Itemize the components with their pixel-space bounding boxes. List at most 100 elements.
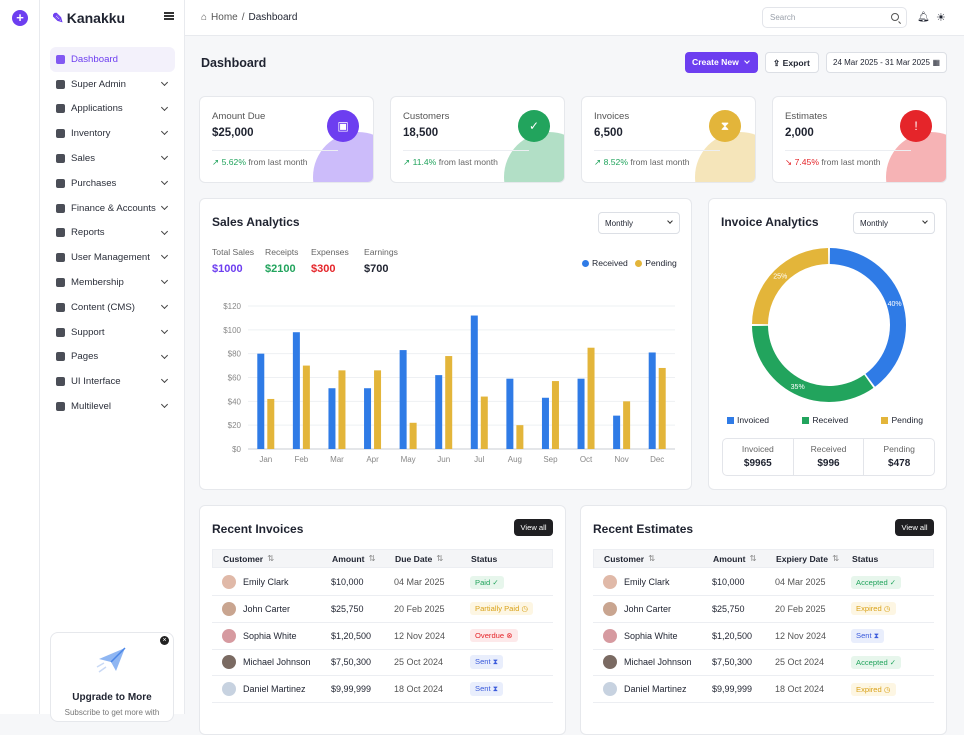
donut-slice-received[interactable] [752,325,874,402]
customer-name[interactable]: Daniel Martinez [624,684,687,695]
sidebar-item-reports[interactable]: Reports [50,221,175,246]
bar-received-apr[interactable] [364,388,372,449]
column-header[interactable]: Amount ⇅ [713,550,757,567]
close-icon[interactable]: × [160,636,169,645]
bar-pending-jul[interactable] [480,396,488,449]
customer-name[interactable]: Emily Clark [243,577,289,587]
date-range-picker[interactable]: 24 Mar 2025 - 31 Mar 2025 ▦ [826,52,947,73]
bar-pending-feb[interactable] [302,365,310,449]
notification-bell-icon[interactable]: 🔔︎ [917,12,930,23]
donut-slice-invoiced[interactable] [829,248,906,387]
sidebar-item-content-cms[interactable]: Content (CMS) [50,295,175,320]
bar-received-jun[interactable] [435,375,443,449]
bar-received-jul[interactable] [470,315,478,449]
divider [403,150,529,151]
stat-label: Customers [403,111,450,122]
bar-pending-nov[interactable] [623,401,631,449]
sort-icon: ⇅ [368,553,376,563]
sidebar-item-membership[interactable]: Membership [50,270,175,295]
recent-invoices-card: Recent Invoices View all Customer ⇅ Amount ⇅ D… [199,505,566,735]
bar-received-may[interactable] [399,350,407,449]
chevron-down-icon [160,177,169,186]
customer-name[interactable]: Michael Johnson [624,657,692,668]
customer-name[interactable]: John Carter [243,603,291,614]
legend-square-icon [727,417,734,425]
sidebar-item-applications[interactable]: Applications [50,97,175,122]
bar-received-jan[interactable] [257,353,265,449]
status-badge: Partially Paid ◷ [470,602,534,616]
bar-pending-oct[interactable] [587,347,595,449]
customer-name[interactable]: Emily Clark [624,577,670,587]
bar-received-oct[interactable] [577,378,585,449]
table-row[interactable]: Sophia White $1,20,500 12 Nov 2024 Sent ⧗ [593,623,934,650]
create-new-button[interactable]: Create New [685,52,758,73]
column-header[interactable]: Customer ⇅ [223,550,274,567]
bar-pending-apr[interactable] [374,370,382,449]
table-row[interactable]: John Carter $25,750 20 Feb 2025 Expired ◷ [593,596,934,623]
bar-pending-sep[interactable] [551,381,559,449]
customer-name[interactable]: John Carter [624,603,672,614]
bar-received-mar[interactable] [328,388,336,449]
bar-received-aug[interactable] [506,378,514,449]
logo[interactable]: ✎ Kanakku [52,9,125,27]
avatar [603,655,617,670]
table-row[interactable]: Michael Johnson $7,50,300 25 Oct 2024 Sent … [212,649,553,677]
bar-pending-mar[interactable] [338,370,346,449]
column-header[interactable]: Customer ⇅ [604,550,655,567]
sidebar-item-user-management[interactable]: User Management [50,245,175,270]
bar-received-nov[interactable] [613,415,621,449]
column-header[interactable]: Due Date ⇅ [395,550,443,567]
bar-pending-may[interactable] [409,422,417,449]
table-row[interactable]: Michael Johnson $7,50,300 25 Oct 2024 Accep… [593,649,934,677]
view-all-button[interactable]: View all [895,519,934,536]
sidebar-item-dashboard[interactable]: Dashboard [50,47,175,72]
search-input[interactable]: Search [762,7,907,28]
sidebar-item-finance-accounts[interactable]: Finance & Accounts [50,196,175,221]
table-row[interactable]: Emily Clark $10,000 04 Mar 2025 Accepted ✓ [593,569,934,596]
x-tick-label: Oct [580,455,593,464]
theme-toggle-icon[interactable]: ☀ [936,12,946,24]
column-header[interactable]: Amount ⇅ [332,550,376,567]
sidebar-item-sales[interactable]: Sales [50,146,175,171]
amount: $9,99,999 [712,684,753,695]
table-row[interactable]: John Carter $25,750 20 Feb 2025 Partially P… [212,596,553,623]
sidebar-item-super-admin[interactable]: Super Admin [50,72,175,97]
customer-name[interactable]: Sophia White [243,630,297,641]
donut-slice-pending[interactable] [752,248,829,325]
table-row[interactable]: Sophia White $1,20,500 12 Nov 2024 Overdue … [212,623,553,650]
table-row[interactable]: Daniel Martinez $9,99,999 18 Oct 2024 Sent … [212,676,553,704]
table-row[interactable]: Emily Clark $10,000 04 Mar 2025 Paid ✓ [212,569,553,596]
bar-received-dec[interactable] [648,352,656,449]
sidebar-item-purchases[interactable]: Purchases [50,171,175,196]
menu-toggle-icon[interactable] [164,12,174,20]
summary-value: $1000 [212,263,243,275]
sidebar-item-support[interactable]: Support [50,320,175,345]
export-button[interactable]: ⇪ Export [765,52,819,73]
invoice-period-select[interactable]: Monthly [853,212,935,234]
view-all-button[interactable]: View all [514,519,553,536]
customer-name[interactable]: Daniel Martinez [243,684,306,695]
sales-period-select[interactable]: Monthly [598,212,680,234]
bar-pending-jun[interactable] [445,356,453,449]
bar-received-feb[interactable] [292,332,300,449]
chevron-down-icon [160,153,169,161]
table-row[interactable]: Daniel Martinez $9,99,999 18 Oct 2024 Expir… [593,676,934,704]
sidebar-item-ui-interface[interactable]: UI Interface [50,369,175,394]
chevron-down-icon [160,401,169,409]
sidebar-item-inventory[interactable]: Inventory [50,121,175,146]
x-tick-label: Jan [259,455,272,464]
sidebar-item-pages[interactable]: Pages [50,345,175,370]
bar-pending-aug[interactable] [516,425,524,449]
amount: $9,99,999 [331,684,372,695]
breadcrumb-home[interactable]: Home [211,12,238,23]
column-header[interactable]: Expiery Date ⇅ [776,550,839,567]
bar-pending-jan[interactable] [267,398,275,449]
bar-pending-dec[interactable] [658,367,666,449]
bar-received-sep[interactable] [541,397,549,449]
customer-name[interactable]: Sophia White [624,630,678,641]
avatar [603,575,617,589]
chevron-down-icon [160,128,169,136]
sidebar-item-multilevel[interactable]: Multilevel [50,394,175,419]
add-workspace-icon[interactable]: + [12,10,28,26]
customer-name[interactable]: Michael Johnson [243,657,311,668]
